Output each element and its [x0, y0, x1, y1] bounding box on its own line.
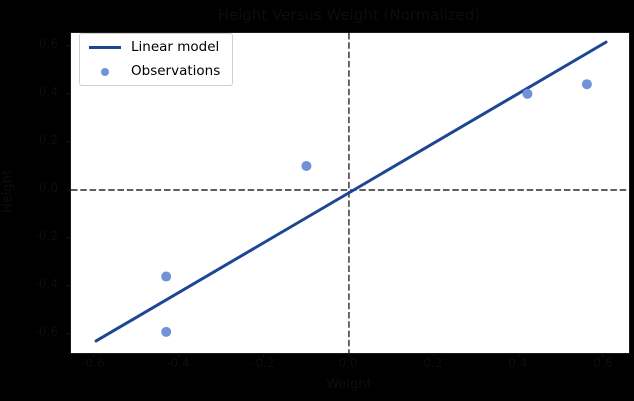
legend-item-observations: Observations: [80, 61, 232, 83]
chart-title: Height Versus Weight (Normalized): [217, 6, 481, 24]
y-tick-label: -0.6: [34, 325, 58, 340]
y-tick-label: 0.0: [38, 180, 58, 195]
x-tick-label: 0.4: [508, 356, 528, 370]
x-axis-label: Weight: [326, 377, 372, 392]
x-tick-label: -0.6: [81, 356, 105, 370]
y-tick-mark: [66, 237, 70, 239]
linear-model-line: [94, 40, 608, 343]
x-tick-label: 0.6: [593, 356, 613, 370]
x-tick-mark: [347, 353, 349, 357]
legend-item-linear-model: Linear model: [80, 36, 232, 58]
observation-point: [301, 160, 312, 171]
observation-point: [161, 271, 172, 282]
legend: Linear model Observations: [79, 33, 233, 86]
observations-group: [161, 79, 592, 337]
observation-point: [522, 88, 533, 99]
x-tick-mark: [92, 353, 94, 357]
x-tick-mark: [432, 353, 434, 357]
x-tick-mark: [602, 353, 604, 357]
x-tick-mark: [262, 353, 264, 357]
y-tick-label: -0.2: [34, 229, 58, 244]
observation-point: [581, 79, 592, 90]
x-tick-mark: [177, 353, 179, 357]
legend-label: Linear model: [131, 38, 220, 55]
x-tick-label: 0.0: [338, 356, 358, 370]
x-tick-mark: [517, 353, 519, 357]
x-tick-label: 0.2: [423, 356, 443, 370]
legend-label: Observations: [131, 62, 221, 79]
y-tick-mark: [66, 140, 70, 142]
y-tick-mark: [66, 188, 70, 190]
x-tick-label: -0.2: [251, 356, 275, 370]
y-tick-mark: [66, 44, 70, 46]
y-tick-mark: [66, 333, 70, 335]
y-tick-label: -0.4: [34, 277, 58, 292]
x-tick-label: -0.4: [166, 356, 190, 370]
y-tick-mark: [66, 92, 70, 94]
observations-dot-swatch: [89, 67, 121, 76]
linear-model-line-swatch: [89, 45, 121, 49]
y-tick-mark: [66, 285, 70, 287]
y-tick-label: 0.4: [38, 84, 58, 99]
y-tick-label: 0.2: [38, 132, 58, 147]
y-tick-label: 0.6: [38, 36, 58, 51]
chart-canvas: [71, 33, 629, 353]
plot-area: Linear model Observations: [70, 32, 630, 354]
observation-point: [161, 326, 172, 337]
